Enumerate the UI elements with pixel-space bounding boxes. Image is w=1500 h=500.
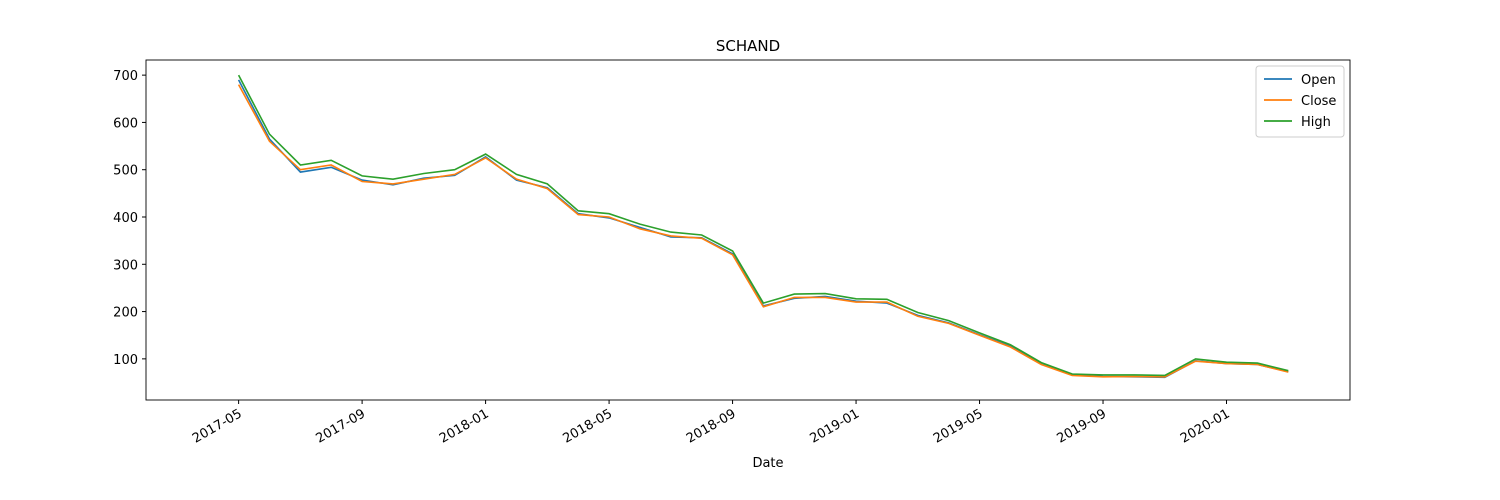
x-tick-label: 2020-01 — [1178, 406, 1233, 446]
y-tick-label: 700 — [113, 69, 138, 84]
legend-box — [1255, 65, 1345, 138]
legend-label: Close — [1301, 94, 1336, 109]
line-series — [237, 84, 1289, 378]
x-tick-label: 2019-01 — [808, 406, 863, 446]
legend-label: Open — [1301, 73, 1336, 88]
x-tick-label: 2018-05 — [561, 406, 616, 446]
y-tick-label: 200 — [113, 306, 138, 321]
y-tick-label: 300 — [113, 258, 138, 273]
y-tick-label: 500 — [113, 164, 138, 179]
line-series — [237, 79, 1289, 379]
line-series — [237, 74, 1289, 377]
x-tick-label: 2017-05 — [190, 406, 245, 446]
legend: Open Close High — [1255, 65, 1345, 138]
x-tick-label: 2019-09 — [1054, 406, 1109, 446]
x-tick-label: 2019-05 — [931, 406, 986, 446]
x-tick-label: 2017-09 — [314, 406, 369, 446]
x-axis-label: Date — [752, 456, 783, 471]
x-tick-label: 2018-01 — [437, 406, 492, 446]
plot-frame — [145, 59, 1351, 401]
y-tick-label: 400 — [113, 211, 138, 226]
y-tick-label: 100 — [113, 353, 138, 368]
y-tick-label: 600 — [113, 116, 138, 131]
chart-title: SCHAND — [716, 37, 780, 55]
x-tick-label: 2018-09 — [684, 406, 739, 446]
legend-label: High — [1301, 115, 1331, 130]
